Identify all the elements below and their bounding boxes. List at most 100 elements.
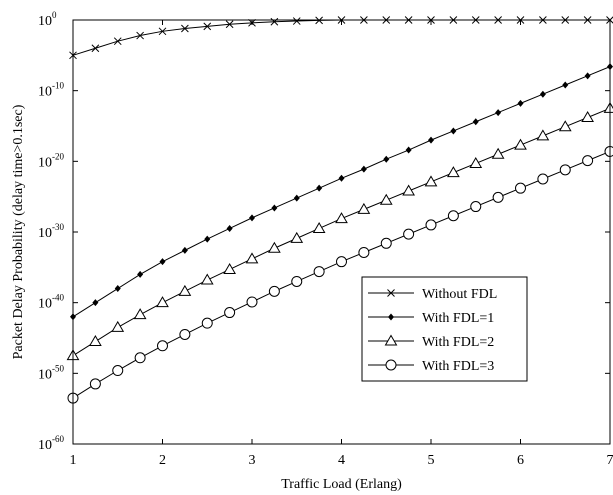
- data-point-circle-marker: [201, 317, 213, 329]
- y-tick-label: 10-50: [38, 363, 64, 382]
- data-point-triangle-marker: [200, 273, 214, 285]
- legend-item: With FDL=3: [368, 359, 494, 374]
- y-tick-exponent: 0: [52, 10, 57, 20]
- legend-label: With FDL=1: [422, 311, 494, 326]
- data-point-triangle-marker: [178, 284, 192, 296]
- y-tick-base: 10: [38, 297, 52, 312]
- data-point-x-marker: [113, 37, 122, 46]
- data-point-x-marker: [387, 289, 395, 297]
- y-tick-exponent: -30: [52, 222, 64, 232]
- series-line: [72, 66, 611, 318]
- data-point-circle-marker: [515, 182, 526, 194]
- data-point-triangle-marker: [424, 175, 438, 187]
- data-point-diamond-marker: [360, 165, 367, 173]
- data-point-x-marker: [225, 20, 234, 29]
- y-tick-label: 10-20: [38, 151, 64, 170]
- x-axis-label: Traffic Load (Erlang): [281, 477, 402, 492]
- data-point-triangle-marker: [89, 335, 102, 347]
- y-tick-base: 10: [38, 85, 52, 100]
- data-point-circle-marker: [380, 237, 392, 249]
- data-point-triangle-marker: [312, 221, 326, 233]
- y-tick-exponent: -50: [52, 363, 64, 373]
- legend-item: With FDL=2: [368, 334, 494, 350]
- data-point-diamond-marker: [293, 194, 300, 202]
- x-tick-label: 3: [249, 453, 256, 468]
- data-point-circle-marker: [604, 145, 613, 157]
- data-point-triangle-marker: [156, 296, 169, 308]
- data-point-triangle-marker: [514, 138, 527, 150]
- data-point-circle-marker: [89, 378, 101, 390]
- data-point-x-marker: [158, 27, 167, 36]
- data-point-triangle-marker: [536, 129, 550, 141]
- x-tick-label: 1: [70, 453, 77, 468]
- x-tick-label: 6: [517, 453, 524, 468]
- data-point-circle-marker: [385, 359, 397, 371]
- x-tick-label: 7: [607, 453, 613, 468]
- y-tick-label: 10-10: [38, 81, 64, 100]
- data-point-triangle-marker: [379, 193, 393, 205]
- y-tick-exponent: -10: [52, 81, 64, 91]
- data-point-diamond-marker: [204, 235, 211, 243]
- data-point-x-marker: [292, 17, 301, 25]
- data-point-circle-marker: [246, 296, 258, 308]
- data-point-circle-marker: [537, 173, 549, 185]
- y-axis-label: Packet Delay Probability (delay time>0.1…: [11, 104, 26, 359]
- data-point-diamond-marker: [495, 109, 502, 117]
- y-tick-label: 10-60: [38, 434, 64, 453]
- data-point-diamond-marker: [271, 204, 278, 212]
- data-point-triangle-marker: [223, 262, 236, 274]
- legend-item: Without FDL: [368, 287, 497, 302]
- data-point-circle-marker: [112, 365, 124, 377]
- data-point-diamond-marker: [181, 246, 188, 254]
- data-point-diamond-marker: [114, 285, 121, 293]
- legend-item: With FDL=1: [368, 311, 494, 326]
- y-tick-base: 10: [38, 438, 52, 453]
- data-point-x-marker: [203, 22, 212, 31]
- series-line: [72, 107, 611, 357]
- data-point-x-marker: [91, 44, 100, 53]
- data-point-x-marker: [181, 24, 189, 33]
- data-point-triangle-marker: [603, 101, 613, 113]
- data-point-triangle-marker: [491, 147, 505, 159]
- x-tick-labels: 1 2 3 4 5 6 7: [70, 453, 613, 468]
- data-point-circle-marker: [179, 328, 191, 340]
- data-point-circle-marker: [447, 210, 459, 222]
- y-tick-label: 10-40: [38, 293, 64, 312]
- data-point-diamond-marker: [472, 118, 479, 126]
- series-line: [72, 19, 610, 56]
- data-point-triangle-marker: [581, 111, 594, 123]
- data-point-circle-marker: [403, 228, 415, 240]
- series-layer: [66, 16, 613, 404]
- data-point-x-marker: [136, 31, 144, 40]
- data-point-circle-marker: [268, 285, 280, 297]
- data-point-circle-marker: [470, 201, 482, 213]
- data-point-triangle-marker: [111, 320, 125, 332]
- series-1: [70, 63, 613, 321]
- data-point-circle-marker: [157, 340, 168, 352]
- data-point-triangle-marker: [245, 252, 259, 264]
- legend-label: Without FDL: [422, 287, 497, 302]
- y-tick-label: 10-30: [38, 222, 64, 241]
- data-point-triangle-marker: [402, 184, 415, 196]
- data-point-triangle-marker: [357, 202, 371, 214]
- y-tick-base: 10: [38, 14, 52, 29]
- y-tick-base: 10: [38, 367, 52, 382]
- data-point-x-marker: [270, 17, 279, 26]
- data-point-diamond-marker: [388, 313, 394, 321]
- y-tick-base: 10: [38, 155, 52, 170]
- data-point-diamond-marker: [584, 72, 591, 80]
- x-tick-label: 4: [338, 453, 345, 468]
- data-point-circle-marker: [224, 307, 236, 319]
- data-point-diamond-marker: [159, 258, 166, 266]
- data-point-circle-marker: [134, 352, 146, 364]
- series-3: [67, 145, 613, 404]
- y-tick-exponent: -40: [52, 293, 64, 303]
- data-point-triangle-marker: [268, 241, 281, 253]
- y-tick-label: 100: [38, 10, 57, 29]
- data-point-triangle-marker: [290, 231, 304, 243]
- data-point-diamond-marker: [249, 214, 255, 222]
- data-point-diamond-marker: [316, 184, 323, 192]
- data-point-circle-marker: [492, 191, 504, 203]
- data-point-diamond-marker: [383, 155, 390, 163]
